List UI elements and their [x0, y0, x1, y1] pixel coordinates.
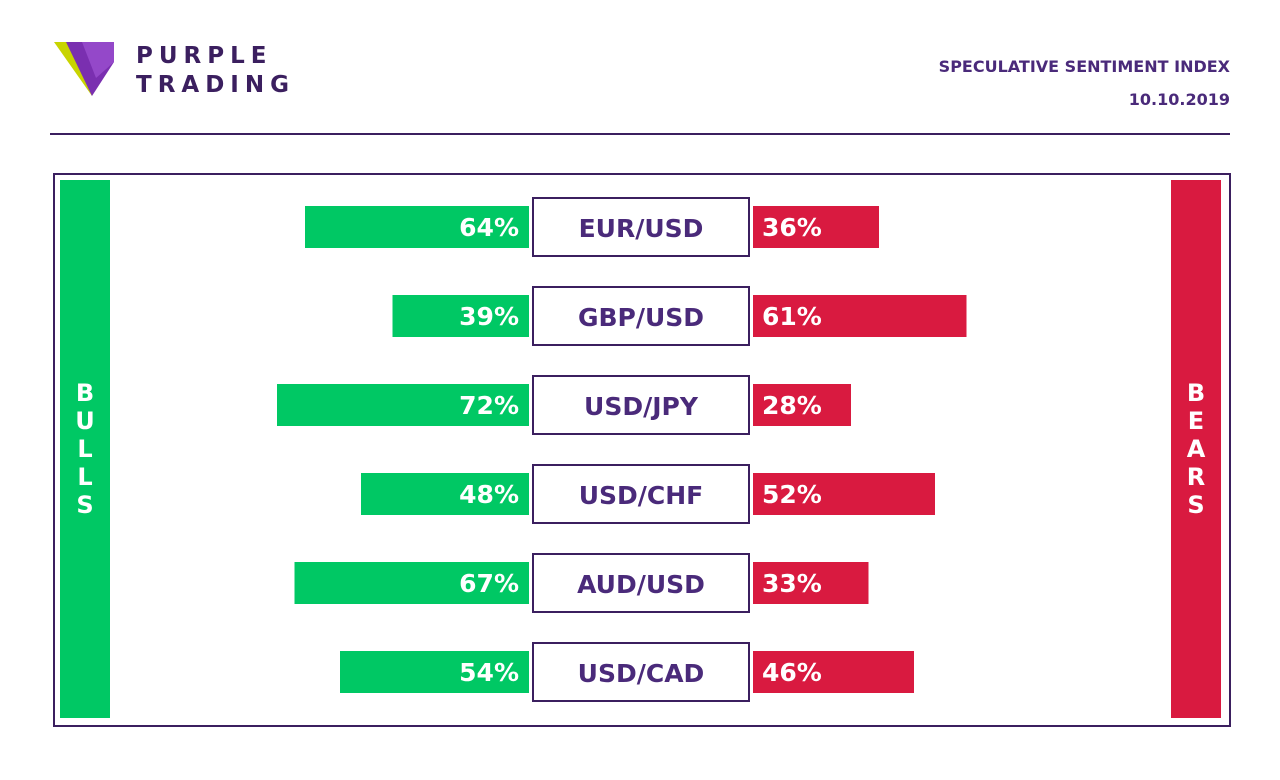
bulls-bar-eur-usd [305, 206, 529, 248]
purple-trading-logo: PURPLE TRADING [52, 38, 322, 100]
pair-box-aud-usd [532, 553, 750, 613]
bulls-value-eur-usd: 64% [459, 213, 519, 242]
logo-mark-icon [54, 42, 114, 96]
pair-box-usd-jpy [532, 375, 750, 435]
pair-label-usd-chf: USD/CHF [579, 481, 704, 510]
bears-bar-usd-jpy [753, 384, 851, 426]
bulls-label: BULLS [75, 379, 95, 519]
pair-label-usd-jpy: USD/JPY [584, 392, 699, 421]
pair-box-usd-chf [532, 464, 750, 524]
bulls-value-usd-jpy: 72% [459, 391, 519, 420]
bears-value-aud-usd: 33% [762, 569, 822, 598]
bears-bar-aud-usd [753, 562, 869, 604]
pair-label-aud-usd: AUD/USD [577, 570, 705, 599]
bears-bar-usd-chf [753, 473, 935, 515]
bears-value-gbp-usd: 61% [762, 302, 822, 331]
brand-name: PURPLE TRADING [136, 42, 295, 100]
bulls-bar-usd-cad [340, 651, 529, 693]
bulls-bar-usd-jpy [277, 384, 529, 426]
bulls-side-panel: BULLS [60, 180, 110, 718]
bulls-value-usd-cad: 54% [459, 658, 519, 687]
bulls-bar-aud-usd [294, 562, 529, 604]
report-date: 10.10.2019 [1128, 90, 1230, 109]
chart-frame [53, 173, 1231, 727]
pair-box-gbp-usd [532, 286, 750, 346]
pair-box-eur-usd [532, 197, 750, 257]
bears-side-panel: BEARS [1171, 180, 1221, 718]
page-title: SPECULATIVE SENTIMENT INDEX [938, 57, 1230, 76]
bulls-value-aud-usd: 67% [459, 569, 519, 598]
bears-value-eur-usd: 36% [762, 213, 822, 242]
pair-box-usd-cad [532, 642, 750, 702]
header: SPECULATIVE SENTIMENT INDEX 10.10.2019 [939, 57, 1230, 123]
bears-value-usd-chf: 52% [762, 480, 822, 509]
pair-label-eur-usd: EUR/USD [579, 214, 704, 243]
bears-value-usd-cad: 46% [762, 658, 822, 687]
bears-value-usd-jpy: 28% [762, 391, 822, 420]
pair-label-usd-cad: USD/CAD [578, 659, 705, 688]
bulls-value-usd-chf: 48% [459, 480, 519, 509]
brand-line-1: PURPLE [136, 43, 273, 69]
bulls-bar-usd-chf [361, 473, 529, 515]
bears-label: BEARS [1186, 379, 1206, 519]
bulls-bar-gbp-usd [392, 295, 529, 337]
bears-bar-gbp-usd [753, 295, 967, 337]
brand-line-2: TRADING [136, 72, 295, 98]
bears-bar-usd-cad [753, 651, 914, 693]
pair-label-gbp-usd: GBP/USD [578, 303, 704, 332]
bulls-value-gbp-usd: 39% [459, 302, 519, 331]
header-divider [50, 133, 1230, 135]
bears-bar-eur-usd [753, 206, 879, 248]
